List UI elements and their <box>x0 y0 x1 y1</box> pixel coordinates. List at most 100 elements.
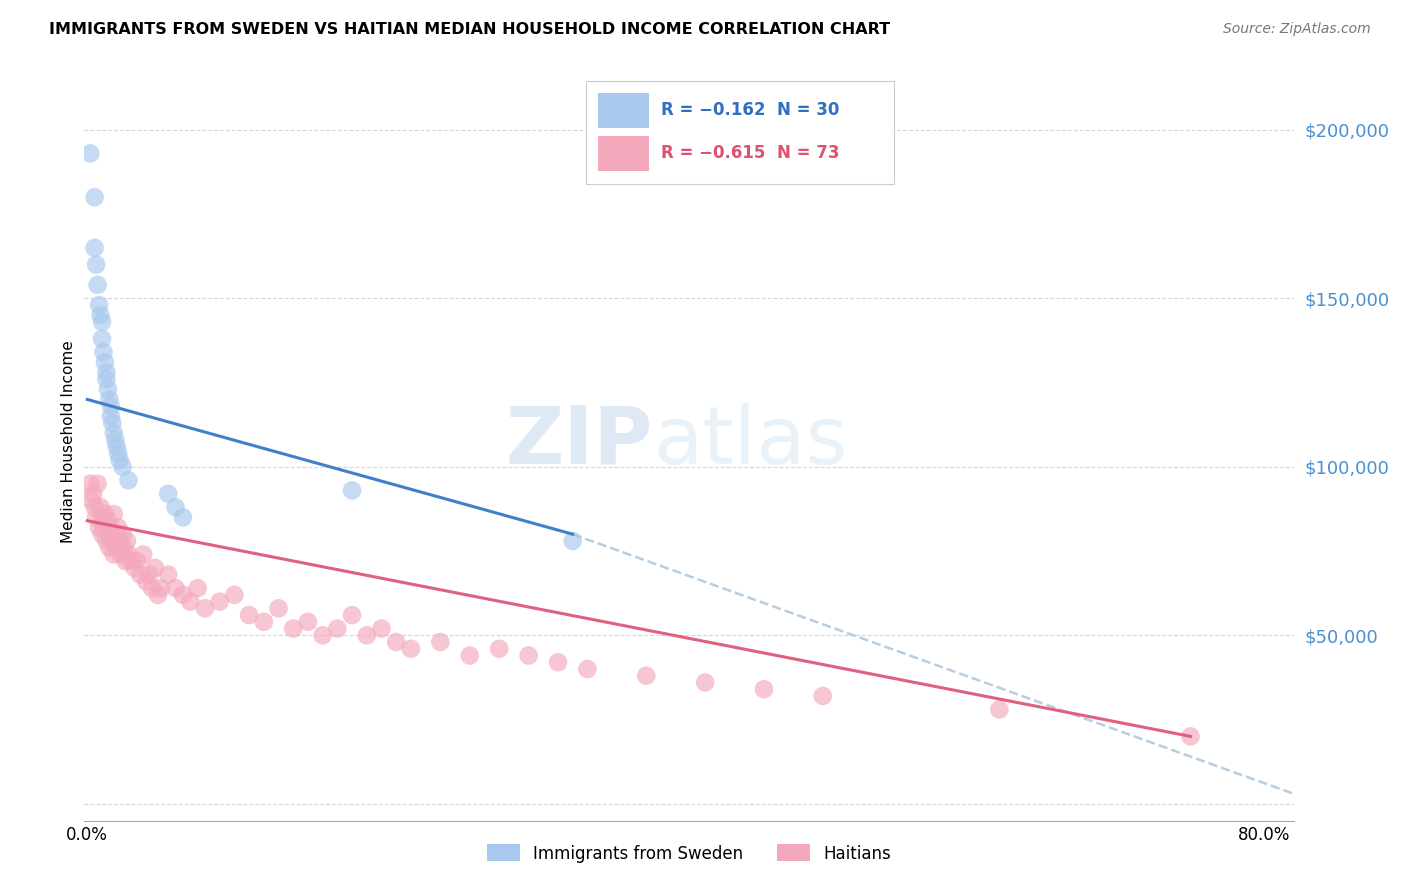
Point <box>108 453 131 467</box>
Point <box>83 500 105 515</box>
Point <box>104 527 127 541</box>
Point <box>132 548 155 562</box>
Point <box>695 675 717 690</box>
Point <box>138 567 160 582</box>
Point <box>79 146 101 161</box>
Point <box>83 190 105 204</box>
Point <box>98 392 121 407</box>
Point <box>172 588 194 602</box>
Point <box>96 533 118 548</box>
Point <box>86 476 108 491</box>
Point <box>100 399 122 413</box>
Point <box>98 541 121 555</box>
Point <box>91 332 114 346</box>
Point <box>107 446 129 460</box>
Text: IMMIGRANTS FROM SWEDEN VS HAITIAN MEDIAN HOUSEHOLD INCOME CORRELATION CHART: IMMIGRANTS FROM SWEDEN VS HAITIAN MEDIAN… <box>49 22 890 37</box>
Point <box>112 541 135 555</box>
Point <box>100 409 122 424</box>
Point <box>107 520 129 534</box>
Point <box>87 520 110 534</box>
Point <box>172 510 194 524</box>
Point <box>104 433 127 447</box>
Point <box>90 500 112 515</box>
Point <box>93 520 115 534</box>
Point <box>103 548 125 562</box>
Point <box>87 298 110 312</box>
Point <box>194 601 217 615</box>
Text: R = −0.162: R = −0.162 <box>661 101 766 120</box>
Text: N = 30: N = 30 <box>778 101 839 120</box>
Point <box>91 315 114 329</box>
Point <box>141 581 163 595</box>
Point <box>340 608 363 623</box>
Point <box>326 622 349 636</box>
Point <box>108 533 131 548</box>
Point <box>267 601 290 615</box>
Point <box>576 662 599 676</box>
Text: Source: ZipAtlas.com: Source: ZipAtlas.com <box>1223 22 1371 37</box>
Point <box>129 567 152 582</box>
Point <box>143 561 166 575</box>
Point <box>561 533 583 548</box>
Point <box>752 682 775 697</box>
Point <box>97 514 120 528</box>
Point <box>135 574 157 589</box>
Point <box>311 628 333 642</box>
FancyBboxPatch shape <box>586 81 894 184</box>
Text: ZIP: ZIP <box>505 402 652 481</box>
Point <box>97 382 120 396</box>
Point <box>101 533 124 548</box>
Point <box>157 487 180 501</box>
Point <box>103 507 125 521</box>
Point <box>458 648 481 663</box>
Point <box>93 345 115 359</box>
Point <box>399 641 422 656</box>
Point <box>636 669 658 683</box>
Text: N = 73: N = 73 <box>778 145 839 162</box>
Point <box>356 628 378 642</box>
Point <box>253 615 276 629</box>
Point <box>111 459 134 474</box>
Y-axis label: Median Household Income: Median Household Income <box>60 340 76 543</box>
Point <box>101 416 124 430</box>
FancyBboxPatch shape <box>599 93 650 128</box>
Text: atlas: atlas <box>652 402 846 481</box>
Point <box>117 548 139 562</box>
Point <box>124 561 146 575</box>
Point <box>283 622 305 636</box>
Point <box>110 548 132 562</box>
Point <box>517 648 540 663</box>
Point <box>385 635 408 649</box>
Point <box>488 641 510 656</box>
Point <box>90 308 112 322</box>
Point <box>146 588 169 602</box>
Point <box>91 510 114 524</box>
Point <box>96 372 118 386</box>
Point <box>91 527 114 541</box>
Point <box>82 487 104 501</box>
Legend: Immigrants from Sweden, Haitians: Immigrants from Sweden, Haitians <box>479 838 898 869</box>
Point <box>1180 730 1202 744</box>
Point <box>117 473 139 487</box>
Point <box>120 554 142 568</box>
Point <box>100 520 122 534</box>
Point <box>84 258 107 272</box>
Point <box>429 635 451 649</box>
Point <box>547 655 569 669</box>
Point <box>208 594 231 608</box>
Point <box>98 527 121 541</box>
Point <box>340 483 363 498</box>
Point <box>811 689 834 703</box>
Point <box>79 476 101 491</box>
Point <box>224 588 246 602</box>
Point <box>297 615 319 629</box>
Point <box>94 355 117 369</box>
Point <box>165 500 187 515</box>
Point <box>86 277 108 292</box>
Point <box>84 510 107 524</box>
Point <box>105 541 128 555</box>
Point <box>94 507 117 521</box>
Point <box>165 581 187 595</box>
Point <box>238 608 260 623</box>
Point <box>988 702 1011 716</box>
